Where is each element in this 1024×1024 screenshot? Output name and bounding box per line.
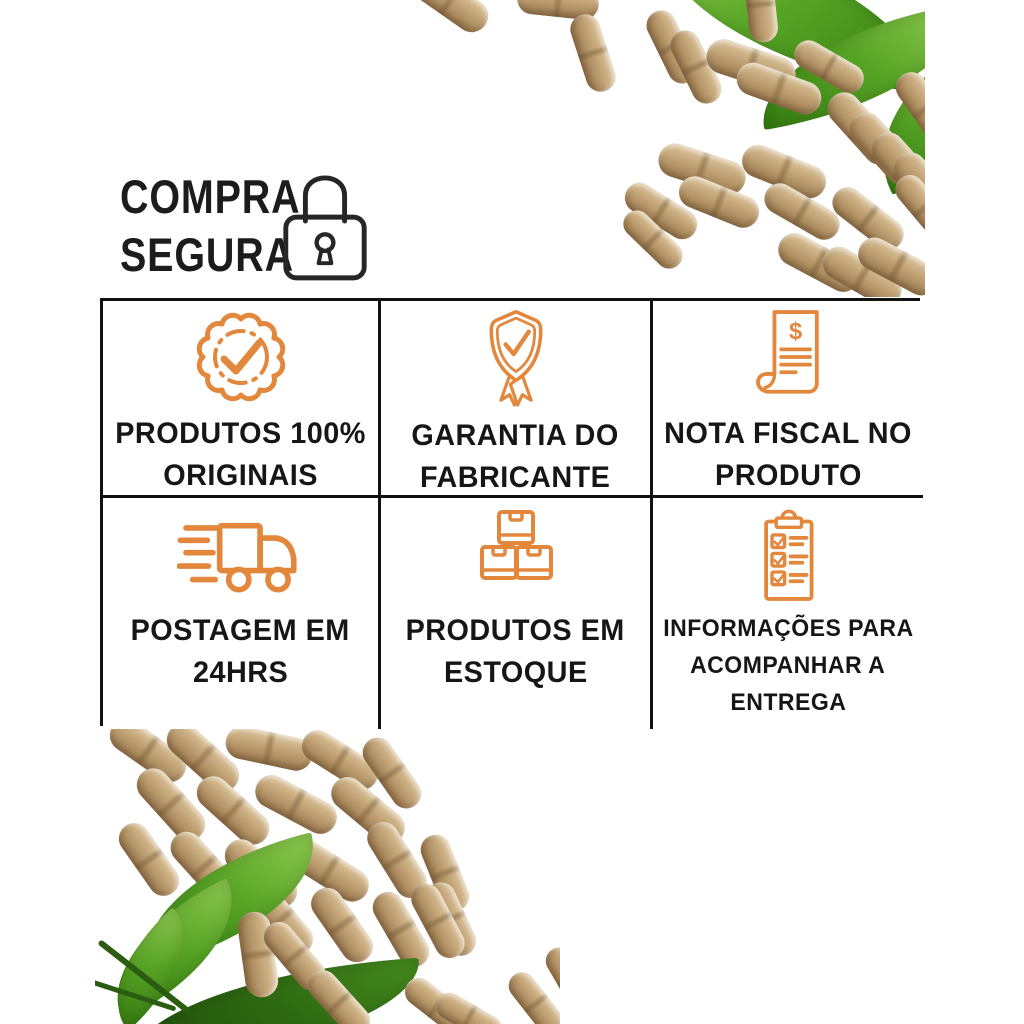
dollar-sign: $ xyxy=(789,319,802,345)
feature-line: ENTREGA xyxy=(729,689,846,716)
capsule xyxy=(566,10,620,96)
page-title: COMPRA SEGURA xyxy=(120,168,301,284)
feature-cell-produtos-estoque: PRODUTOS EM ESTOQUE xyxy=(381,498,653,729)
feature-label: PRODUTOS EM ESTOQUE xyxy=(401,610,629,694)
feature-line: POSTAGEM EM xyxy=(130,614,351,647)
stock-boxes-icon xyxy=(466,508,566,604)
feature-label: INFORMAÇÕES PARA ACOMPANHAR A ENTREGA xyxy=(658,610,919,721)
feature-line: ESTOQUE xyxy=(443,656,588,689)
features-grid: PRODUTOS 100% ORIGINAIS GARANTIA DO FABR… xyxy=(100,298,923,729)
feature-cell-informacoes-entrega: INFORMAÇÕES PARA ACOMPANHAR A ENTREGA xyxy=(653,498,923,729)
capsules-leaves-photo-bottom-left xyxy=(95,726,560,1024)
feature-label: PRODUTOS 100% ORIGINAIS xyxy=(110,413,371,497)
secure-purchase-header: COMPRA SEGURA xyxy=(120,168,335,284)
feature-line: ACOMPANHAR A xyxy=(690,652,886,679)
capsules-leaves-photo-top-right xyxy=(395,0,925,297)
feature-label: GARANTIA DO FABRICANTE xyxy=(407,415,623,499)
feature-line: INFORMAÇÕES PARA xyxy=(662,615,914,642)
clipboard-checklist-icon xyxy=(744,508,832,604)
invoice-icon: $ xyxy=(743,307,833,407)
feature-line: PRODUTOS 100% xyxy=(115,417,366,450)
feature-label: NOTA FISCAL NO PRODUTO xyxy=(659,413,917,497)
feature-cell-nota-fiscal: $ NOTA FISCAL NO PRODUTO xyxy=(653,301,923,498)
feature-cell-garantia-fabricante: GARANTIA DO FABRICANTE xyxy=(381,301,653,498)
feature-line: ORIGINAIS xyxy=(163,459,318,492)
title-line-1: COMPRA xyxy=(120,170,301,223)
capsule xyxy=(405,0,495,39)
feature-line: PRODUTOS EM xyxy=(405,614,626,647)
badge-check-icon xyxy=(191,307,291,407)
feature-line: NOTA FISCAL NO xyxy=(664,417,912,450)
feature-line: PRODUTO xyxy=(714,459,862,492)
padlock-icon xyxy=(283,175,367,281)
delivery-truck-icon xyxy=(176,508,305,604)
feature-cell-postagem-24hrs: POSTAGEM EM 24HRS xyxy=(103,498,381,729)
feature-line: FABRICANTE xyxy=(420,461,611,494)
feature-line: 24HRS xyxy=(192,656,289,689)
feature-cell-produtos-originais: PRODUTOS 100% ORIGINAIS xyxy=(103,301,381,498)
title-line-2: SEGURA xyxy=(120,228,294,281)
shield-check-icon xyxy=(475,307,557,409)
feature-line: GARANTIA DO xyxy=(411,419,620,452)
feature-label: POSTAGEM EM 24HRS xyxy=(126,610,354,694)
